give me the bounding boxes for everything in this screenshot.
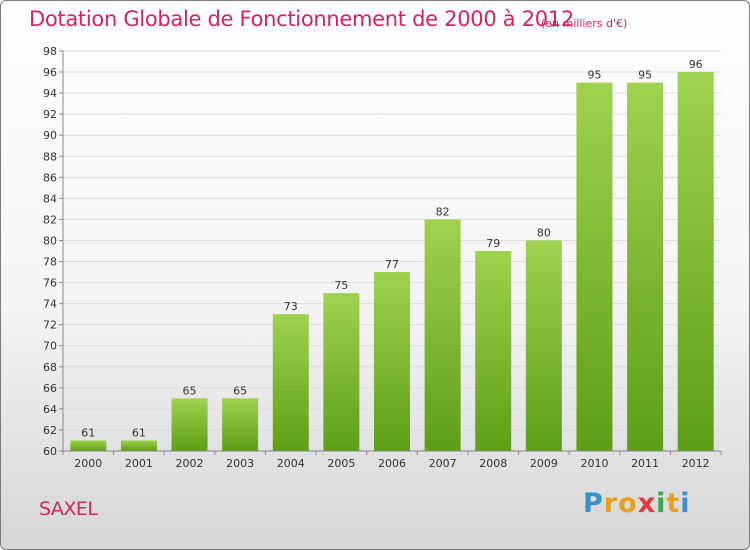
bar-2009 [525, 240, 562, 451]
value-label-2004: 73 [284, 300, 298, 313]
bar-2011 [627, 82, 664, 451]
value-label-2001: 61 [132, 426, 146, 439]
value-label-2006: 77 [385, 258, 399, 271]
y-tick-label: 98 [43, 45, 57, 58]
value-label-2008: 79 [486, 237, 500, 250]
bar-2002 [171, 398, 208, 451]
bar-2003 [222, 398, 259, 451]
y-tick-label: 86 [43, 171, 57, 184]
value-label-2011: 95 [638, 69, 652, 82]
y-axis: 60 62 64 66 68 70 72 74 76 78 80 82 84 86 88 90 92 94 96 98 [43, 45, 64, 458]
x-tick-label-2009: 2009 [530, 457, 558, 470]
y-tick-label: 84 [43, 192, 57, 205]
proxiti-logo: Proxiti [583, 488, 691, 519]
bar-2005 [323, 293, 360, 451]
y-tick-label: 80 [43, 234, 57, 247]
x-tick-label-2005: 2005 [327, 457, 355, 470]
commune-name: SAXEL [39, 498, 98, 520]
x-axis: 2000 2001 2002 2003 2004 2005 2006 2007 2008 2009… [62, 450, 722, 470]
logo-letter: i [656, 488, 667, 519]
value-label-2002: 65 [183, 384, 197, 397]
logo-letter: P [583, 488, 604, 519]
x-tick-label-2001: 2001 [125, 457, 153, 470]
value-label-2009: 80 [537, 226, 551, 239]
value-labels: 61 61 65 65 73 75 77 82 79 80 95 95 96 [81, 58, 702, 439]
logo-letter: t [666, 488, 681, 519]
y-tick-label: 62 [43, 424, 57, 437]
chart-title: Dotation Globale de Fonctionnement de 20… [29, 7, 574, 31]
y-tick-label: 82 [43, 213, 57, 226]
y-tick-label: 74 [43, 298, 57, 311]
bar-2004 [272, 314, 309, 451]
value-label-2005: 75 [334, 279, 348, 292]
bar-2000 [70, 440, 107, 451]
logo-letter: o [618, 488, 638, 519]
logo-letter: r [603, 488, 619, 519]
y-tick-label: 60 [43, 445, 57, 458]
bar-2012 [677, 72, 714, 451]
x-tick-label-2002: 2002 [176, 457, 204, 470]
bars [70, 72, 714, 451]
y-tick-label: 68 [43, 361, 57, 374]
y-tick-label: 90 [43, 129, 57, 142]
bar-2007 [424, 219, 461, 451]
x-tick-label-2010: 2010 [580, 457, 608, 470]
bar-2001 [120, 440, 157, 451]
bar-2006 [374, 272, 410, 451]
bar-2008 [475, 251, 512, 451]
y-tick-label: 66 [43, 382, 57, 395]
x-tick-label-2012: 2012 [682, 457, 710, 470]
y-tick-label: 76 [43, 277, 57, 290]
y-tick-label: 70 [43, 340, 57, 353]
logo-letter: i [680, 488, 691, 519]
value-label-2003: 65 [233, 384, 247, 397]
x-tick-label-2000: 2000 [74, 457, 102, 470]
value-label-2000: 61 [81, 426, 95, 439]
x-tick-label-2008: 2008 [479, 457, 507, 470]
y-tick-label: 92 [43, 108, 57, 121]
y-tick-label: 64 [43, 403, 57, 416]
y-tick-label: 72 [43, 319, 57, 332]
x-tick-label-2004: 2004 [277, 457, 305, 470]
y-tick-label: 78 [43, 256, 57, 269]
unit-note: (en milliers d'€) [541, 17, 628, 30]
value-label-2012: 96 [689, 58, 703, 71]
value-label-2010: 95 [587, 69, 601, 82]
logo-letter: x [637, 488, 657, 519]
y-tick-label: 96 [43, 66, 57, 79]
bar-2010 [576, 82, 613, 451]
x-tick-label-2011: 2011 [631, 457, 659, 470]
y-tick-label: 88 [43, 150, 57, 163]
y-tick-label: 94 [43, 87, 57, 100]
value-label-2007: 82 [436, 205, 450, 218]
x-tick-label-2003: 2003 [226, 457, 254, 470]
x-tick-label-2006: 2006 [378, 457, 406, 470]
x-tick-label-2007: 2007 [429, 457, 457, 470]
